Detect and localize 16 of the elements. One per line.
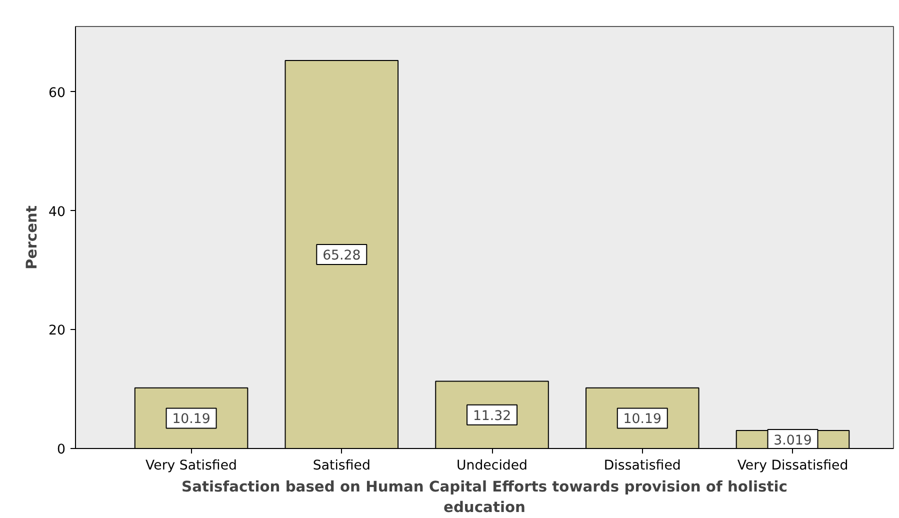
- y-tick-label: 0: [57, 442, 66, 458]
- data-label: 65.28: [322, 248, 361, 264]
- y-axis-title: Percent: [24, 206, 41, 270]
- data-label: 3.019: [774, 434, 812, 449]
- x-tick-label: Undecided: [456, 458, 528, 474]
- y-tick-label: 60: [48, 86, 66, 101]
- x-tick-label: Very Satisfied: [146, 458, 238, 474]
- x-tick-label: Very Dissatisfied: [737, 458, 848, 474]
- data-label: 10.19: [172, 412, 210, 428]
- y-tick-label: 20: [48, 324, 66, 339]
- data-label: 10.19: [623, 412, 662, 428]
- x-tick-label: Satisfied: [312, 458, 370, 474]
- x-axis-title: Satisfaction based on Human Capital Efforts towards provision of holistic education: [182, 478, 788, 516]
- x-tick-label: Dissatisfied: [604, 458, 681, 474]
- y-tick-label: 40: [48, 204, 66, 220]
- data-label: 11.32: [472, 408, 512, 424]
